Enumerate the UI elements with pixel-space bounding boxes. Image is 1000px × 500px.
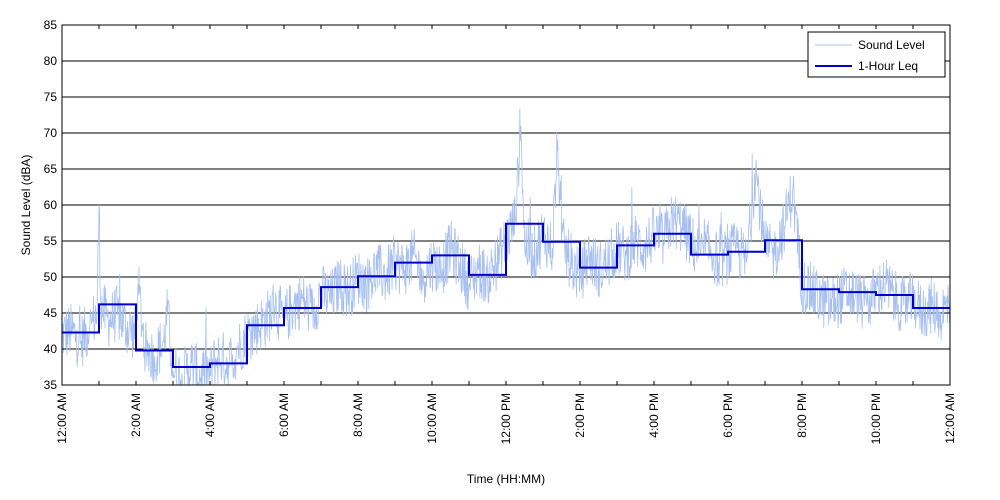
y-tick-label: 35 — [44, 378, 58, 392]
x-tick-label: 12:00 AM — [943, 393, 957, 444]
y-tick-label: 45 — [44, 306, 58, 320]
x-tick-label: 2:00 PM — [573, 393, 587, 438]
y-tick-label: 50 — [44, 270, 58, 284]
x-tick-label: 2:00 AM — [129, 393, 143, 437]
y-tick-label: 80 — [44, 54, 58, 68]
x-tick-label: 4:00 PM — [647, 393, 661, 438]
x-tick-label: 10:00 AM — [425, 393, 439, 444]
x-tick-label: 12:00 AM — [55, 393, 69, 444]
x-tick-label: 6:00 PM — [721, 393, 735, 438]
y-tick-label: 75 — [44, 90, 58, 104]
x-axis-label: Time (HH:MM) — [467, 472, 545, 486]
y-axis-label: Sound Level (dBA) — [19, 155, 33, 256]
x-tick-label: 10:00 PM — [869, 393, 883, 444]
series-layer — [62, 108, 950, 385]
legend: Sound Level 1-Hour Leq — [807, 31, 946, 78]
x-tick-labels: 12:00 AM 2:00 AM 4:00 AM 6:00 AM 8:00 AM 10:0… — [55, 393, 957, 444]
x-tick-label: 4:00 AM — [203, 393, 217, 437]
legend-box — [807, 31, 946, 78]
y-tick-labels: 35 40 45 50 55 60 65 70 75 80 85 — [44, 18, 58, 392]
y-tick-label: 60 — [44, 198, 58, 212]
y-tick-label: 55 — [44, 234, 58, 248]
series-leq-step-line — [62, 222, 950, 368]
x-tick-label: 6:00 AM — [277, 393, 291, 437]
y-tick-label: 85 — [44, 18, 58, 32]
legend-label-leq: 1-Hour Leq — [858, 59, 918, 73]
y-tick-label: 70 — [44, 126, 58, 140]
y-tick-label: 40 — [44, 342, 58, 356]
x-tick-label: 8:00 PM — [795, 393, 809, 438]
x-tick-label: 8:00 AM — [351, 393, 365, 437]
legend-label-sound-level: Sound Level — [858, 38, 925, 52]
x-tick-label: 12:00 PM — [499, 393, 513, 444]
grid-lines — [62, 60, 950, 350]
axis-ticks — [61, 24, 951, 386]
y-tick-label: 65 — [44, 162, 58, 176]
